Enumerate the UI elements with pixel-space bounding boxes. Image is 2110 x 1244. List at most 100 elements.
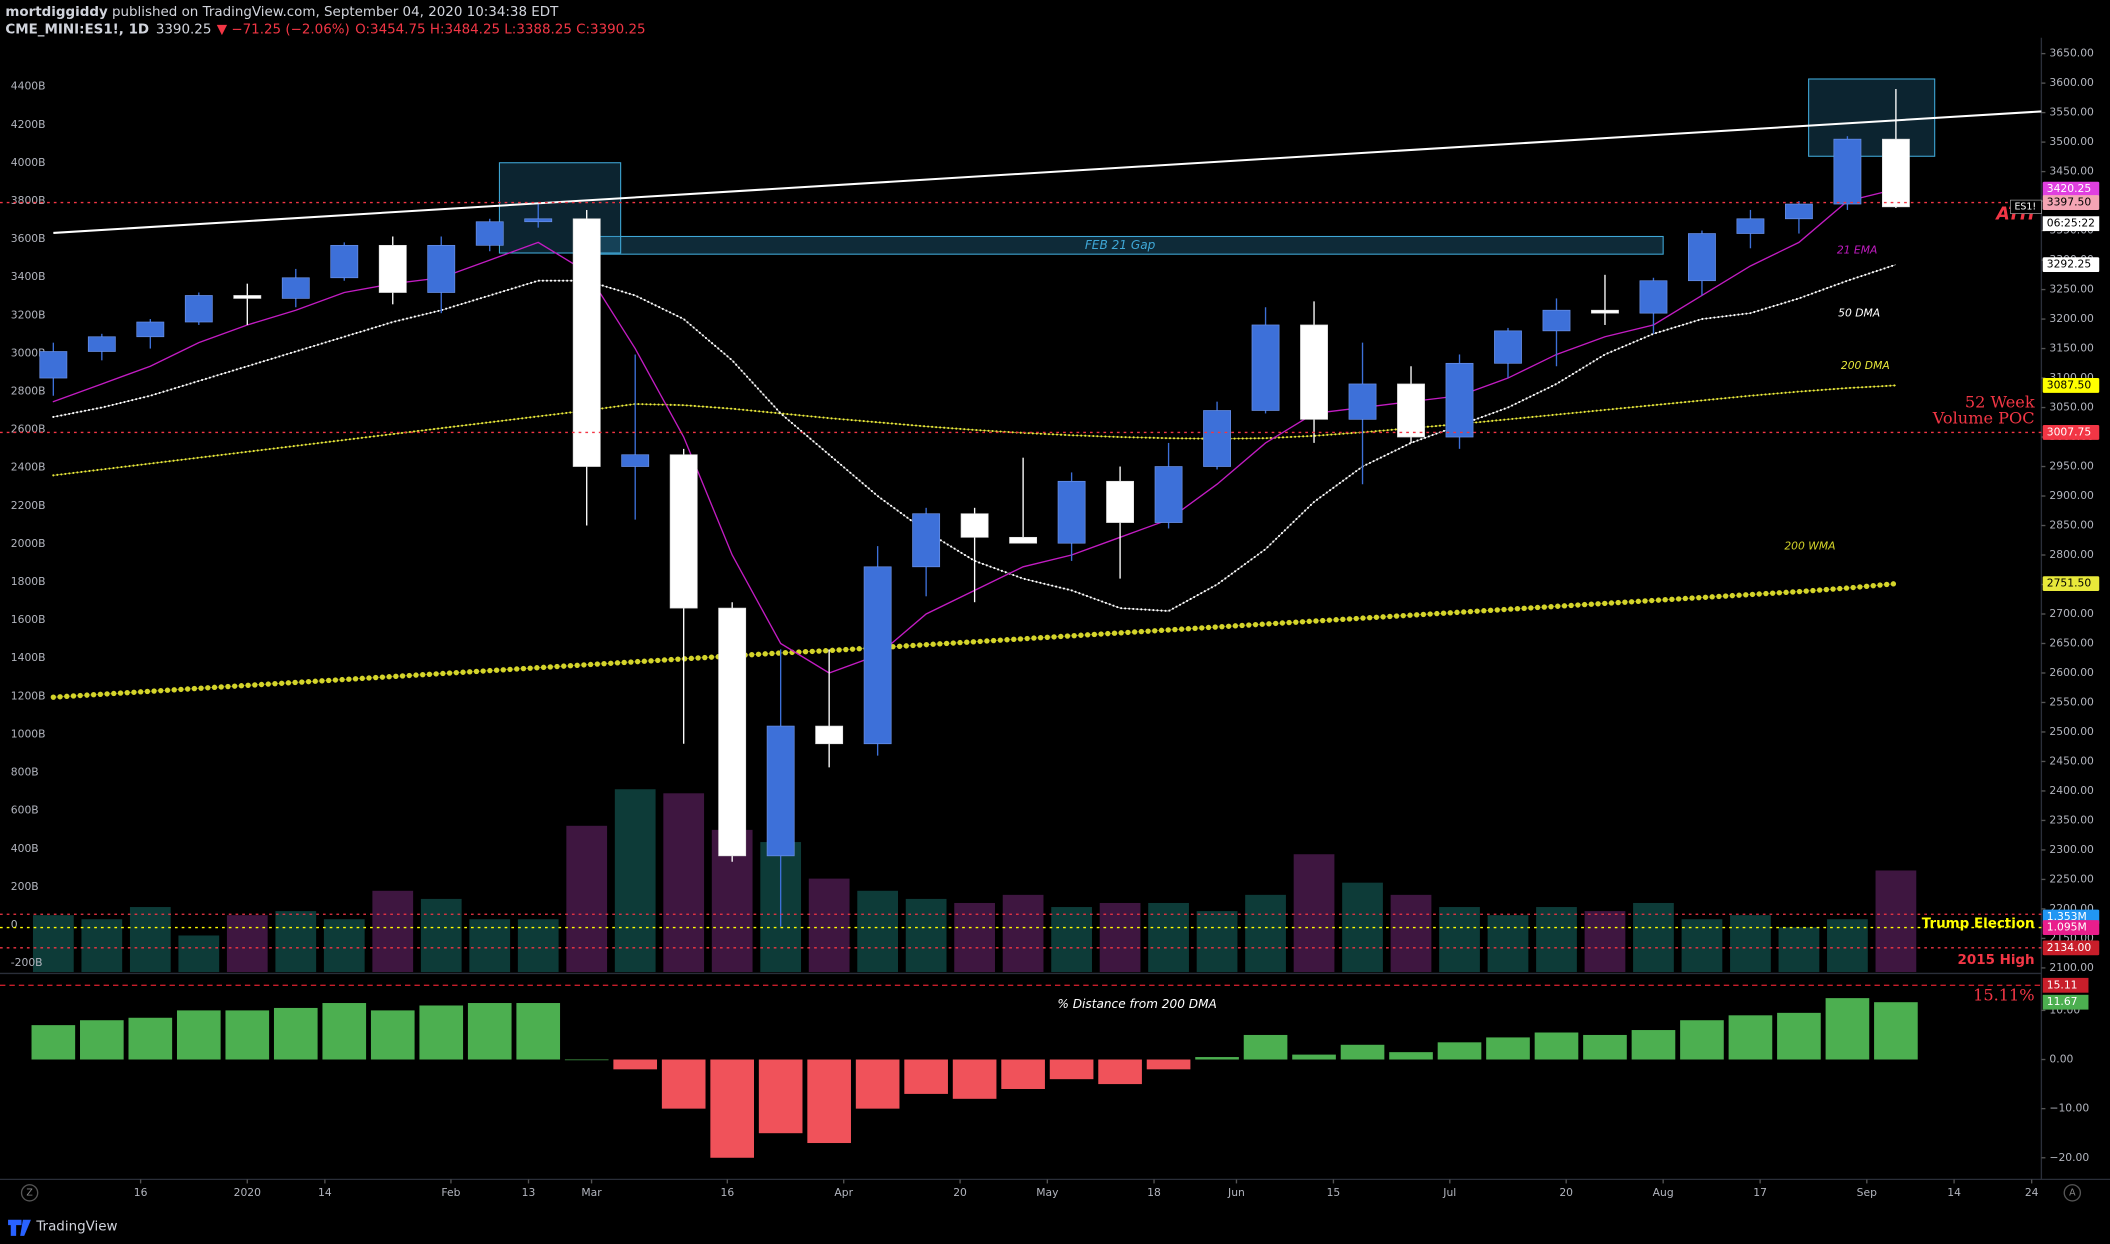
ind-bar xyxy=(952,1059,997,1099)
ind-label: 11.67 xyxy=(2047,995,2078,1008)
ind-label-box xyxy=(2042,994,2089,1010)
volume-bar xyxy=(469,919,511,973)
volume-bar xyxy=(1439,907,1480,973)
price-tick-label: 3500.00 xyxy=(2049,135,2094,148)
price-note: 52 Week xyxy=(1965,392,2035,411)
ind-tick-label: −10.00 xyxy=(2049,1102,2089,1115)
candle-body xyxy=(1688,233,1716,282)
candle-body xyxy=(1154,466,1183,523)
price-label: 2751.50 xyxy=(2047,577,2092,590)
candle-body xyxy=(1203,410,1231,467)
volume-bar xyxy=(372,890,414,973)
candle-body xyxy=(1251,324,1280,411)
volume-bar xyxy=(178,935,220,973)
ind-label: 15.11 xyxy=(2047,978,2078,991)
left-tick-label: 400B xyxy=(11,842,39,855)
volume-bar xyxy=(1681,919,1723,973)
ind-tick-label: −20.00 xyxy=(2049,1151,2089,1164)
time-tick-label: 18 xyxy=(1147,1186,1161,1199)
volume-bar xyxy=(1051,907,1092,973)
left-tick-label: 3600B xyxy=(11,232,46,245)
candle-body xyxy=(1300,324,1328,420)
highlight-box xyxy=(1808,78,1936,157)
candle-body xyxy=(1445,362,1474,438)
price-tick-label: 2600.00 xyxy=(2049,666,2094,679)
left-tick-label: 600B xyxy=(11,804,39,817)
ind-bar xyxy=(1825,998,1870,1060)
price-label-box xyxy=(2042,425,2100,440)
ind-bar xyxy=(1437,1042,1482,1060)
ind-bar xyxy=(273,1007,318,1060)
candle-body xyxy=(427,244,456,293)
ma-line xyxy=(52,384,1897,477)
ind-bar xyxy=(128,1017,173,1060)
price-tick-label: 2450.00 xyxy=(2049,754,2094,767)
icon-circle[interactable] xyxy=(2063,1184,2082,1202)
candle-body xyxy=(572,218,601,467)
left-tick-label: 3400B xyxy=(11,270,46,283)
icon-circle[interactable] xyxy=(20,1184,39,1202)
ind-bar xyxy=(613,1059,658,1070)
price-note: 2015 High xyxy=(1958,953,2035,968)
candle-body xyxy=(1057,480,1086,544)
price-tick-label: 2850.00 xyxy=(2049,519,2094,532)
icon-right[interactable]: A xyxy=(2069,1187,2076,1198)
left-tick-label: 1000B xyxy=(11,727,46,740)
volume-bar xyxy=(1778,927,1820,973)
symbol-tag-box xyxy=(2010,199,2042,214)
price-tick-label: 3450.00 xyxy=(2049,165,2094,178)
left-tick-label: 4000B xyxy=(11,156,46,169)
ma-label: 200 WMA xyxy=(1784,540,1835,553)
ind-bar xyxy=(1680,1020,1724,1060)
price-label: 1.353M xyxy=(2047,910,2087,923)
time-tick-label: Apr xyxy=(834,1186,853,1199)
volume-bar xyxy=(808,878,850,973)
price-tick-label: 3150.00 xyxy=(2049,342,2094,355)
ind-bar xyxy=(1777,1012,1821,1060)
left-tick-label: 1400B xyxy=(11,651,46,664)
volume-bar xyxy=(420,898,462,973)
ind-bar xyxy=(1631,1030,1676,1060)
price-tick-label: 2800.00 xyxy=(2049,548,2094,561)
time-tick-label: 15 xyxy=(1327,1186,1341,1199)
ind-bar xyxy=(1292,1054,1336,1060)
symbol-tag: ES1! xyxy=(2014,201,2036,212)
ind-title: % Distance from 200 DMA xyxy=(1057,997,1216,1011)
time-tick-label: Jul xyxy=(1442,1186,1456,1199)
icon-left[interactable]: Z xyxy=(26,1187,33,1198)
price-note: Volume POC xyxy=(1932,408,2035,427)
ind-bar xyxy=(1389,1052,1433,1060)
time-tick-label: 2020 xyxy=(234,1186,262,1199)
ind-bar xyxy=(904,1059,948,1094)
ind-bar xyxy=(1049,1059,1094,1080)
price-tick-label: 2350.00 xyxy=(2049,813,2094,826)
ind-bar xyxy=(419,1005,464,1060)
ma-label: 200 DMA xyxy=(1841,359,1890,372)
highlight-box xyxy=(498,162,622,254)
countdown: 06:25:22 xyxy=(2047,217,2095,230)
volume-bar xyxy=(1148,902,1189,973)
gap-label: FEB 21 Gap xyxy=(1085,238,1156,252)
candle-body xyxy=(960,513,989,538)
left-tick-label: 200B xyxy=(11,880,39,893)
ind-bar xyxy=(1001,1059,1045,1089)
price-tick-label: 2950.00 xyxy=(2049,460,2094,473)
time-tick-label: 14 xyxy=(1947,1186,1961,1199)
ind-note: 15.11% xyxy=(1973,986,2035,1005)
left-tick-label: 4200B xyxy=(11,118,46,131)
ind-bar xyxy=(1146,1059,1191,1070)
price-tick-label: 2900.00 xyxy=(2049,489,2094,502)
countdown-box xyxy=(2042,216,2100,232)
volume-bar xyxy=(954,902,995,973)
ind-bar xyxy=(564,1059,609,1061)
ind-bar xyxy=(80,1020,124,1060)
price-tick-label: 3050.00 xyxy=(2049,401,2094,414)
ind-bar xyxy=(1728,1015,1773,1060)
price-label-box xyxy=(2042,576,2100,592)
volume-bar xyxy=(1584,911,1626,973)
ind-label-box xyxy=(2042,977,2089,993)
price-tick-label: 2250.00 xyxy=(2049,872,2094,885)
left-tick-label: 2800B xyxy=(11,385,46,398)
time-tick-label: 16 xyxy=(134,1186,148,1199)
time-tick-label: May xyxy=(1036,1186,1059,1199)
